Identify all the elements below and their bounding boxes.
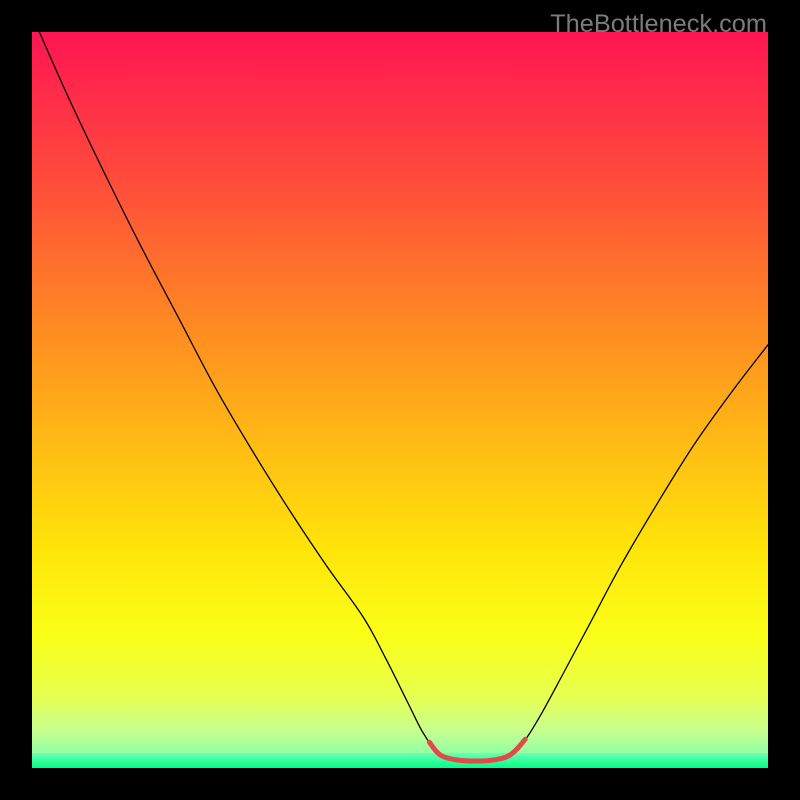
watermark-text: TheBottleneck.com xyxy=(550,10,767,39)
figure-stage: TheBottleneck.com xyxy=(0,0,800,800)
curve-main-curve xyxy=(39,32,768,761)
curve-flat-highlight xyxy=(429,739,525,761)
chart-curves-svg xyxy=(32,32,768,768)
plot-area xyxy=(32,32,768,768)
